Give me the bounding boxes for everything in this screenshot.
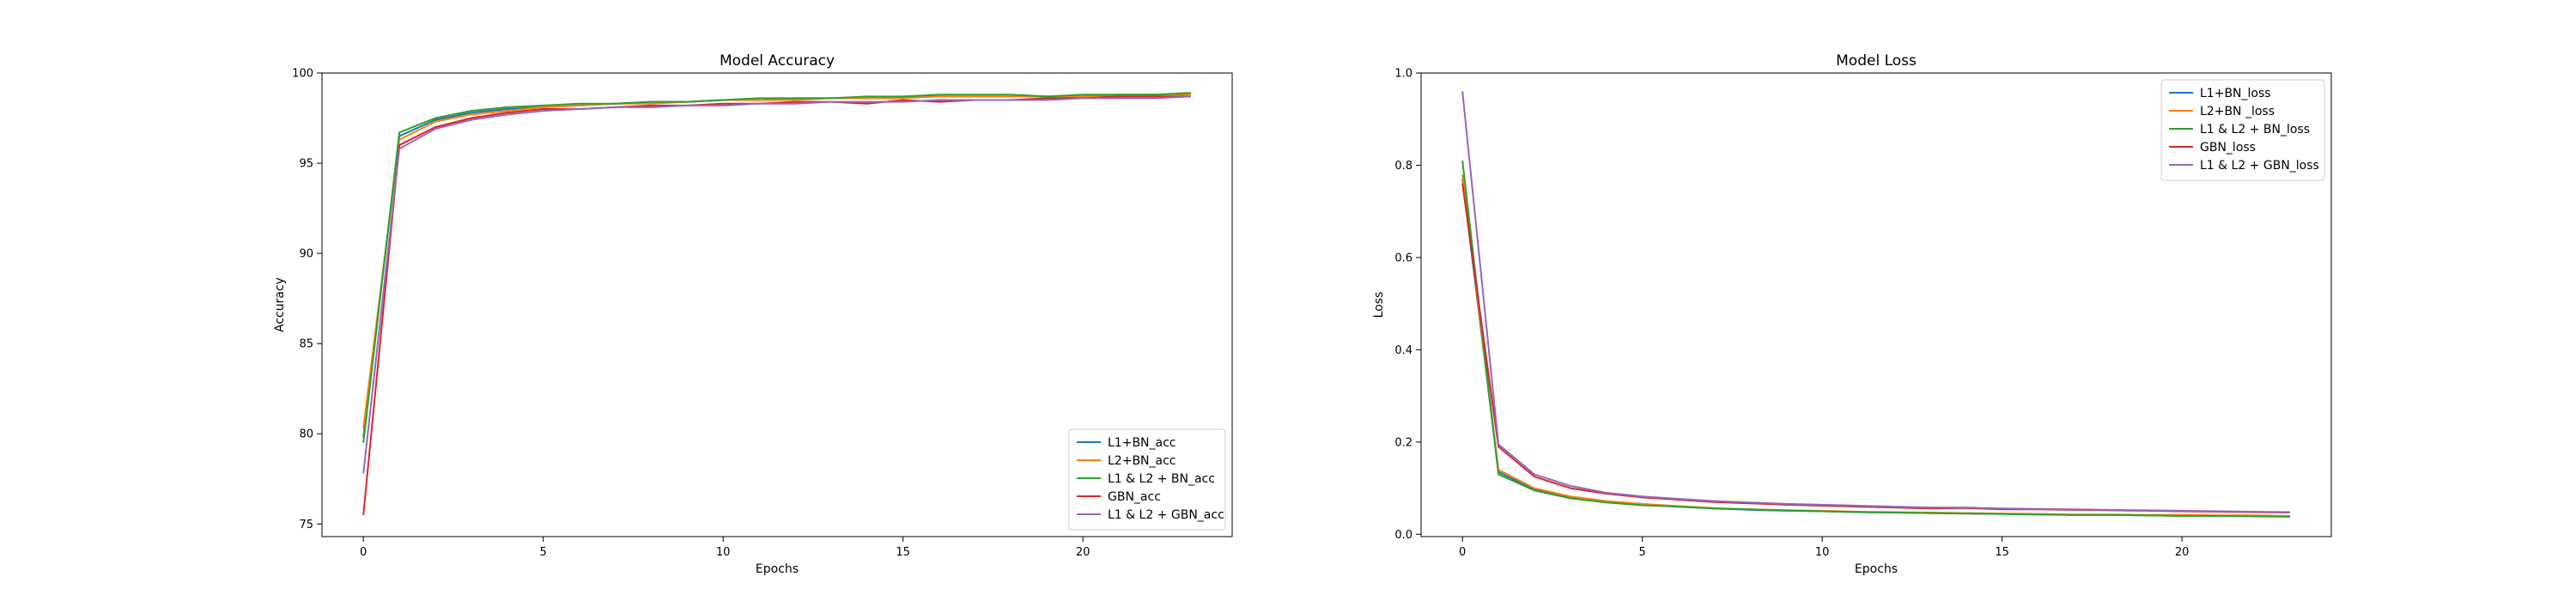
plot-frame (1420, 72, 2332, 537)
x-axis-label: Epochs (756, 562, 799, 576)
x-tick-label: 15 (1995, 546, 2009, 559)
y-tick-label: 90 (299, 248, 313, 261)
legend-label: L1 & L2 + BN_acc (1108, 472, 1215, 486)
y-tick-label: 85 (299, 338, 313, 351)
series-group (362, 92, 1191, 515)
y-axis-label: Loss (1372, 292, 1386, 319)
y-tick-label: 75 (299, 519, 313, 531)
x-tick-label: 5 (1639, 546, 1646, 559)
legend: L1+BN_loss L2+BN _loss L1 & L2 + BN_loss GB… (2160, 79, 2325, 181)
tick-group: 0 5 10 15 20 75 80 85 90 95 100 (292, 68, 1090, 560)
loss-chart: Model Loss Epochs Loss 0 5 10 15 20 0.0 0.2 0.4… (1372, 52, 2332, 576)
series-line-4 (362, 95, 1191, 515)
x-tick-label: 10 (716, 546, 731, 559)
legend-label: L2+BN_acc (1108, 454, 1176, 468)
chart-title: Model Loss (1836, 52, 1917, 70)
legend-label: L1 & L2 + GBN_loss (2200, 159, 2319, 173)
x-tick-label: 0 (360, 546, 367, 559)
tick-group: 0 5 10 15 20 0.0 0.2 0.4 0.6 0.8 1.0 (1394, 68, 2189, 560)
chart-title: Model Accuracy (720, 52, 835, 70)
legend-box (1068, 428, 1226, 531)
x-tick-label: 5 (540, 546, 547, 559)
series-group (1461, 91, 2290, 518)
y-tick-label: 95 (299, 158, 313, 171)
y-tick-label: 0.6 (1394, 252, 1413, 264)
legend-label: L1+BN_loss (2200, 87, 2271, 100)
series-line-4 (1461, 183, 2290, 514)
series-line-1 (1461, 179, 2290, 518)
y-tick-label: 0.2 (1394, 436, 1413, 449)
series-line-5 (362, 95, 1191, 474)
series-line-3 (362, 92, 1191, 443)
series-line-2 (1461, 174, 2290, 517)
y-tick-label: 0.8 (1394, 160, 1413, 173)
y-tick-label: 100 (292, 68, 313, 81)
series-line-3 (1461, 160, 2290, 518)
plot-frame (321, 72, 1233, 537)
legend-label: L1+BN_acc (1108, 436, 1176, 450)
y-tick-label: 80 (299, 428, 313, 441)
x-axis-label: Epochs (1855, 562, 1898, 576)
y-tick-label: 0.0 (1394, 529, 1413, 542)
y-axis-label: Accuracy (273, 277, 287, 332)
legend-label: GBN_acc (1108, 490, 1161, 504)
x-tick-label: 10 (1815, 546, 1830, 559)
legend-box (2160, 79, 2325, 181)
x-tick-label: 20 (2175, 546, 2190, 559)
legend-label: GBN_loss (2200, 141, 2256, 155)
x-tick-label: 0 (1459, 546, 1466, 559)
legend-label: L1 & L2 + BN_loss (2200, 123, 2310, 137)
series-line-5 (1461, 91, 2290, 513)
accuracy-chart: Model Accuracy Epochs Accuracy 0 5 10 15 20 7… (273, 52, 1233, 576)
legend-label: L1 & L2 + GBN_acc (1108, 508, 1224, 522)
legend: L1+BN_acc L2+BN_acc L1 & L2 + BN_acc GBN_ac… (1068, 428, 1226, 531)
y-tick-label: 1.0 (1394, 68, 1413, 81)
series-line-1 (362, 94, 1191, 438)
legend-label: L2+BN _loss (2200, 105, 2275, 118)
x-tick-label: 15 (896, 546, 910, 559)
x-tick-label: 20 (1076, 546, 1091, 559)
series-line-2 (362, 94, 1191, 429)
y-tick-label: 0.4 (1394, 344, 1413, 357)
